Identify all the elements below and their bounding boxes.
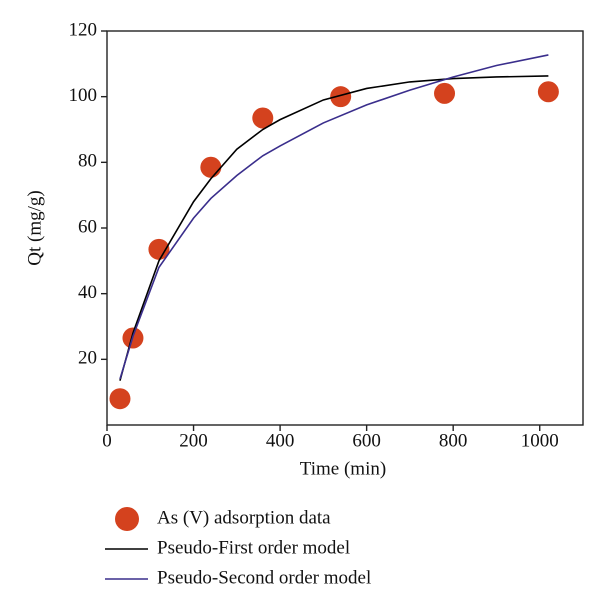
x-tick-label: 400 [266, 430, 295, 451]
data-point [109, 388, 131, 410]
data-point [200, 156, 222, 178]
data-point [434, 82, 456, 104]
x-tick-label: 800 [439, 430, 468, 451]
x-tick-label: 200 [179, 430, 208, 451]
x-tick-label: 600 [352, 430, 381, 451]
y-tick-label: 80 [78, 151, 97, 172]
y-axis-label: Qt (mg/g) [24, 190, 45, 265]
data-point [252, 107, 274, 129]
data-point [148, 238, 170, 260]
x-axis-label: Time (min) [300, 458, 386, 479]
data-point [537, 81, 559, 103]
y-tick-label: 100 [69, 85, 98, 106]
y-tick-label: 40 [78, 282, 97, 303]
model-line [119, 75, 549, 381]
legend-label: Pseudo-Second order model [157, 567, 371, 588]
legend-label: Pseudo-First order model [157, 537, 350, 558]
data-point [330, 86, 352, 108]
x-tick-label: 0 [102, 430, 112, 451]
y-tick-label: 120 [69, 19, 98, 40]
legend-label: As (V) adsorption data [157, 507, 331, 528]
y-tick-label: 20 [78, 348, 97, 369]
model-line [119, 54, 549, 380]
x-tick-label: 1000 [521, 430, 559, 451]
legend-marker [115, 507, 139, 531]
y-tick-label: 60 [78, 216, 97, 237]
